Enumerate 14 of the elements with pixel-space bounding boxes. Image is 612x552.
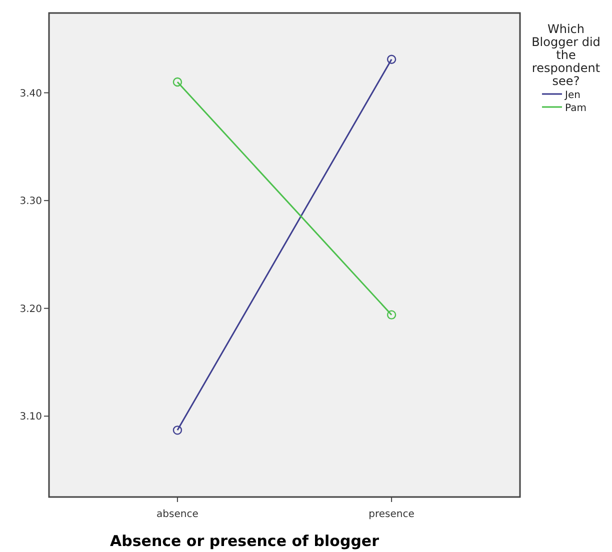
point bbox=[172, 426, 182, 435]
point bbox=[172, 77, 182, 87]
y-tick-label: 3.40 bbox=[20, 88, 42, 100]
x-tick-label: presence bbox=[368, 509, 414, 520]
point bbox=[386, 310, 396, 320]
legend-label: Jen bbox=[564, 90, 580, 101]
point bbox=[386, 54, 396, 64]
legend-title: Which Blogger did the respondent see? bbox=[532, 22, 600, 88]
y-tick-label: 3.30 bbox=[20, 196, 42, 208]
legend-label: Pam bbox=[565, 103, 586, 114]
x-axis-title: Absence or presence of blogger bbox=[110, 532, 380, 550]
x-tick-label: absence bbox=[156, 509, 198, 520]
y-tick-label: 3.20 bbox=[20, 304, 42, 315]
y-tick-label: 3.10 bbox=[20, 412, 42, 423]
